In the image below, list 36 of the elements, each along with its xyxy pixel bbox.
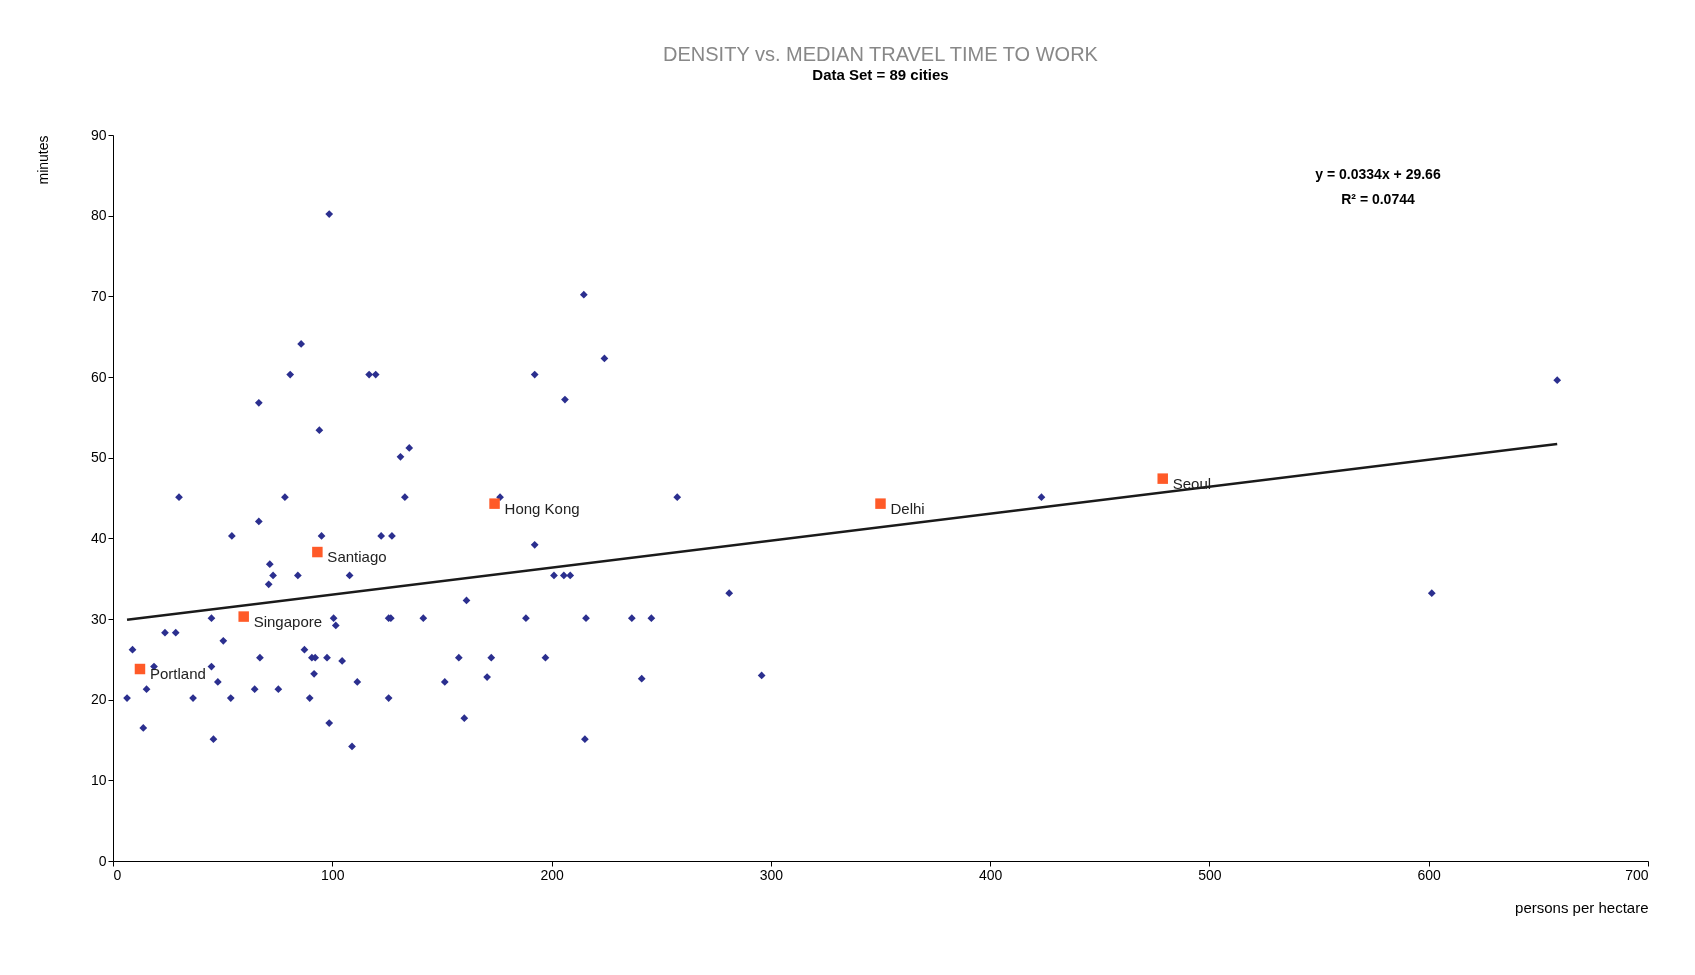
annotation: Portland bbox=[149, 665, 206, 683]
point bbox=[134, 663, 146, 675]
annotation: y = 0.0334x + 29.66 bbox=[1315, 166, 1441, 182]
y-tick-label: 70 bbox=[90, 287, 107, 304]
y-axis-title: minutes bbox=[34, 135, 51, 185]
x-tick-label: 0 bbox=[113, 866, 122, 883]
annotation: Santiago bbox=[327, 548, 387, 566]
y-tick-label: 90 bbox=[90, 126, 107, 143]
x-tick-label: 200 bbox=[540, 866, 564, 883]
x-tick-label: 700 bbox=[1625, 866, 1649, 883]
y-tick-label: 20 bbox=[90, 691, 107, 708]
point bbox=[875, 498, 886, 509]
point bbox=[1157, 473, 1168, 484]
y-tick-label: 10 bbox=[90, 771, 107, 788]
x-axis-title: persons per hectare bbox=[1515, 898, 1649, 916]
y-tick-label: 30 bbox=[90, 610, 107, 627]
x-tick-label: 100 bbox=[321, 866, 345, 883]
x-tick-label: 600 bbox=[1417, 866, 1442, 883]
y-tick-label: 50 bbox=[90, 449, 107, 466]
y-tick-label: 80 bbox=[90, 207, 107, 224]
x-tick-label: 300 bbox=[759, 866, 784, 883]
chart-title: DENSITY vs. MEDIAN TRAVEL TIME TO WORK bbox=[663, 43, 1099, 65]
annotation: Delhi bbox=[890, 499, 925, 517]
point bbox=[489, 498, 500, 509]
x-tick-label: 400 bbox=[978, 866, 1003, 883]
chart-subtitle: Data Set = 89 cities bbox=[812, 66, 949, 83]
x-tick-label: 500 bbox=[1198, 866, 1222, 883]
annotation: R² = 0.0744 bbox=[1341, 191, 1415, 207]
annotation: Seoul bbox=[1172, 474, 1212, 492]
annotation: Hong Kong bbox=[504, 499, 580, 517]
point bbox=[312, 546, 323, 558]
y-tick-label: 40 bbox=[90, 529, 107, 546]
y-tick-label: 60 bbox=[90, 368, 107, 385]
annotation: Singapore bbox=[253, 612, 323, 630]
y-tick-label: 0 bbox=[98, 852, 107, 869]
point bbox=[238, 611, 249, 622]
